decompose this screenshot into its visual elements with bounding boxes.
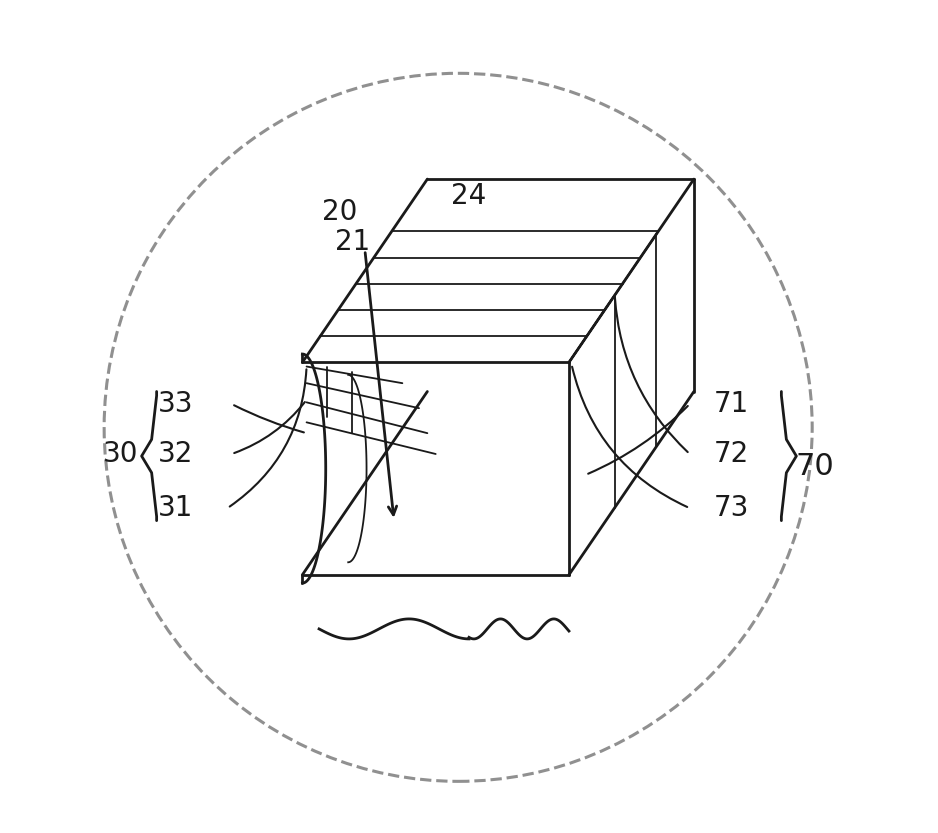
Text: 24: 24 bbox=[451, 182, 487, 210]
Text: 72: 72 bbox=[714, 440, 749, 468]
Text: 31: 31 bbox=[159, 494, 193, 522]
Text: 30: 30 bbox=[103, 440, 139, 468]
Text: 21: 21 bbox=[335, 227, 370, 256]
Text: 32: 32 bbox=[159, 440, 193, 468]
Text: 70: 70 bbox=[795, 452, 834, 481]
Text: 73: 73 bbox=[714, 494, 749, 522]
Text: 20: 20 bbox=[322, 198, 357, 227]
Text: 33: 33 bbox=[158, 390, 193, 418]
Text: 71: 71 bbox=[714, 390, 749, 418]
